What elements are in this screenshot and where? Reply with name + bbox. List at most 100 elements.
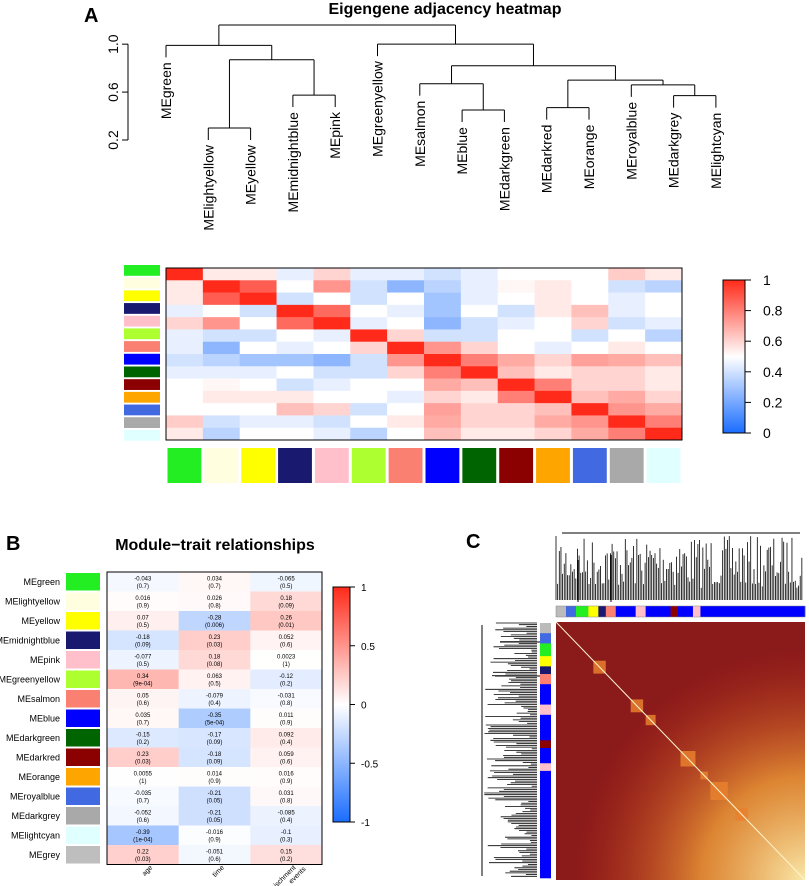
leaf-label: MEsalmon xyxy=(412,101,428,167)
heatmap-cell xyxy=(202,403,241,416)
module-color xyxy=(124,366,160,378)
cell-value: -0.051 xyxy=(206,849,224,855)
module-color xyxy=(66,846,100,864)
cell-p-value: (0.6) xyxy=(280,759,292,765)
leaf-label: MEorange xyxy=(581,124,597,189)
cell-p-value: (0.5) xyxy=(280,584,292,590)
heatmap-cell xyxy=(497,427,535,441)
heatmap-cell xyxy=(350,378,388,392)
heatmap-cell xyxy=(387,354,425,367)
heatmap-cell xyxy=(534,427,572,441)
heatmap-cell xyxy=(534,317,572,330)
heatmap-cell xyxy=(460,366,499,379)
heatmap-cell xyxy=(166,304,204,318)
heatmap-cell xyxy=(534,292,572,306)
heatmap-cell xyxy=(424,341,462,355)
heatmap-cell xyxy=(497,329,535,343)
module-strip xyxy=(700,606,806,617)
heatmap-cell xyxy=(276,366,314,379)
cell-value: 0.15 xyxy=(280,849,292,855)
cell-p-value: (0.6) xyxy=(137,818,149,824)
heatmap-cell xyxy=(460,280,499,293)
module-strip xyxy=(540,633,551,644)
heatmap-cell xyxy=(387,329,425,343)
heatmap-cell xyxy=(350,268,388,281)
module-strip xyxy=(615,606,636,617)
cell-value: 0.05 xyxy=(137,693,149,699)
heatmap-cell xyxy=(387,317,425,330)
heatmap-cell xyxy=(534,366,572,379)
row-label: MEgreen xyxy=(23,577,60,587)
module-color xyxy=(609,448,644,483)
heatmap-cell xyxy=(276,427,314,441)
heatmap-cell xyxy=(239,354,277,367)
heatmap-cell xyxy=(424,304,462,318)
cell-p-value: (5e-04) xyxy=(205,720,224,726)
heatmap-cell xyxy=(178,767,251,787)
module-strip xyxy=(540,740,551,749)
module-color xyxy=(124,277,160,289)
heatmap-cell xyxy=(276,341,314,355)
heatmap-cell xyxy=(178,806,251,826)
heatmap-cell xyxy=(313,329,351,343)
heatmap-cell xyxy=(608,268,646,281)
cell-p-value: (0.09) xyxy=(207,759,223,765)
heatmap-cell xyxy=(178,825,251,846)
heatmap-cell xyxy=(239,280,277,293)
heatmap-cell xyxy=(497,378,535,392)
module-strip xyxy=(670,606,679,617)
cell-value: -0.079 xyxy=(206,693,224,699)
heatmap-cell xyxy=(608,390,646,404)
heatmap-cell xyxy=(250,611,323,631)
module-color xyxy=(241,448,276,483)
colorbar xyxy=(332,586,351,823)
colorbar-label: 0.5 xyxy=(361,642,375,653)
heatmap-cell xyxy=(107,806,179,826)
heatmap-cell xyxy=(645,329,683,343)
heatmap-cell xyxy=(645,378,683,392)
heatmap-cell xyxy=(608,415,646,429)
module-color xyxy=(66,709,100,727)
heatmap-cell xyxy=(534,280,572,293)
cell-value: -0.077 xyxy=(134,654,152,660)
heatmap-cell xyxy=(202,378,241,392)
heatmap-cell xyxy=(202,366,241,379)
heatmap-cell xyxy=(497,341,535,355)
heatmap-cell xyxy=(178,845,251,865)
module-color xyxy=(167,448,202,483)
strip-border xyxy=(555,605,806,618)
heatmap-cell xyxy=(608,317,646,330)
heatmap-cell xyxy=(387,427,425,441)
heatmap-cell xyxy=(424,329,462,343)
heatmap-cell xyxy=(460,304,499,318)
colorbar-label: 0.6 xyxy=(763,333,783,349)
heatmap-cell xyxy=(350,427,388,441)
heatmap-cell xyxy=(424,403,462,416)
column-label-line: time xyxy=(212,864,226,878)
cell-value: -0.18 xyxy=(208,752,222,758)
module-strip xyxy=(635,606,646,617)
heatmap-cell xyxy=(350,366,388,379)
heatmap-cell xyxy=(107,845,179,865)
cell-p-value: (0.8) xyxy=(280,798,292,804)
heatmap-cell xyxy=(387,292,425,306)
cell-p-value: (0.9) xyxy=(208,837,220,843)
module-strip xyxy=(540,714,551,741)
row-label: MEdarkgrey xyxy=(11,811,60,821)
column-label: age xyxy=(141,864,154,877)
row-label: MEdarkgreen xyxy=(6,733,60,743)
heatmap-cell xyxy=(276,304,314,318)
heatmap-cell xyxy=(166,329,204,343)
module-color xyxy=(66,651,100,669)
heatmap-cell xyxy=(571,341,609,355)
heatmap-cell xyxy=(350,280,388,293)
heatmap-cell xyxy=(107,650,179,670)
heatmap-cell xyxy=(250,669,323,690)
heatmap-cell xyxy=(202,427,241,441)
heatmap-cell xyxy=(313,378,351,392)
colorbar-label: 0.4 xyxy=(763,364,783,380)
heatmap-cell xyxy=(424,354,462,367)
heatmap-cell xyxy=(202,415,241,429)
heatmap-cell xyxy=(350,292,388,306)
heatmap-cell xyxy=(645,280,683,293)
